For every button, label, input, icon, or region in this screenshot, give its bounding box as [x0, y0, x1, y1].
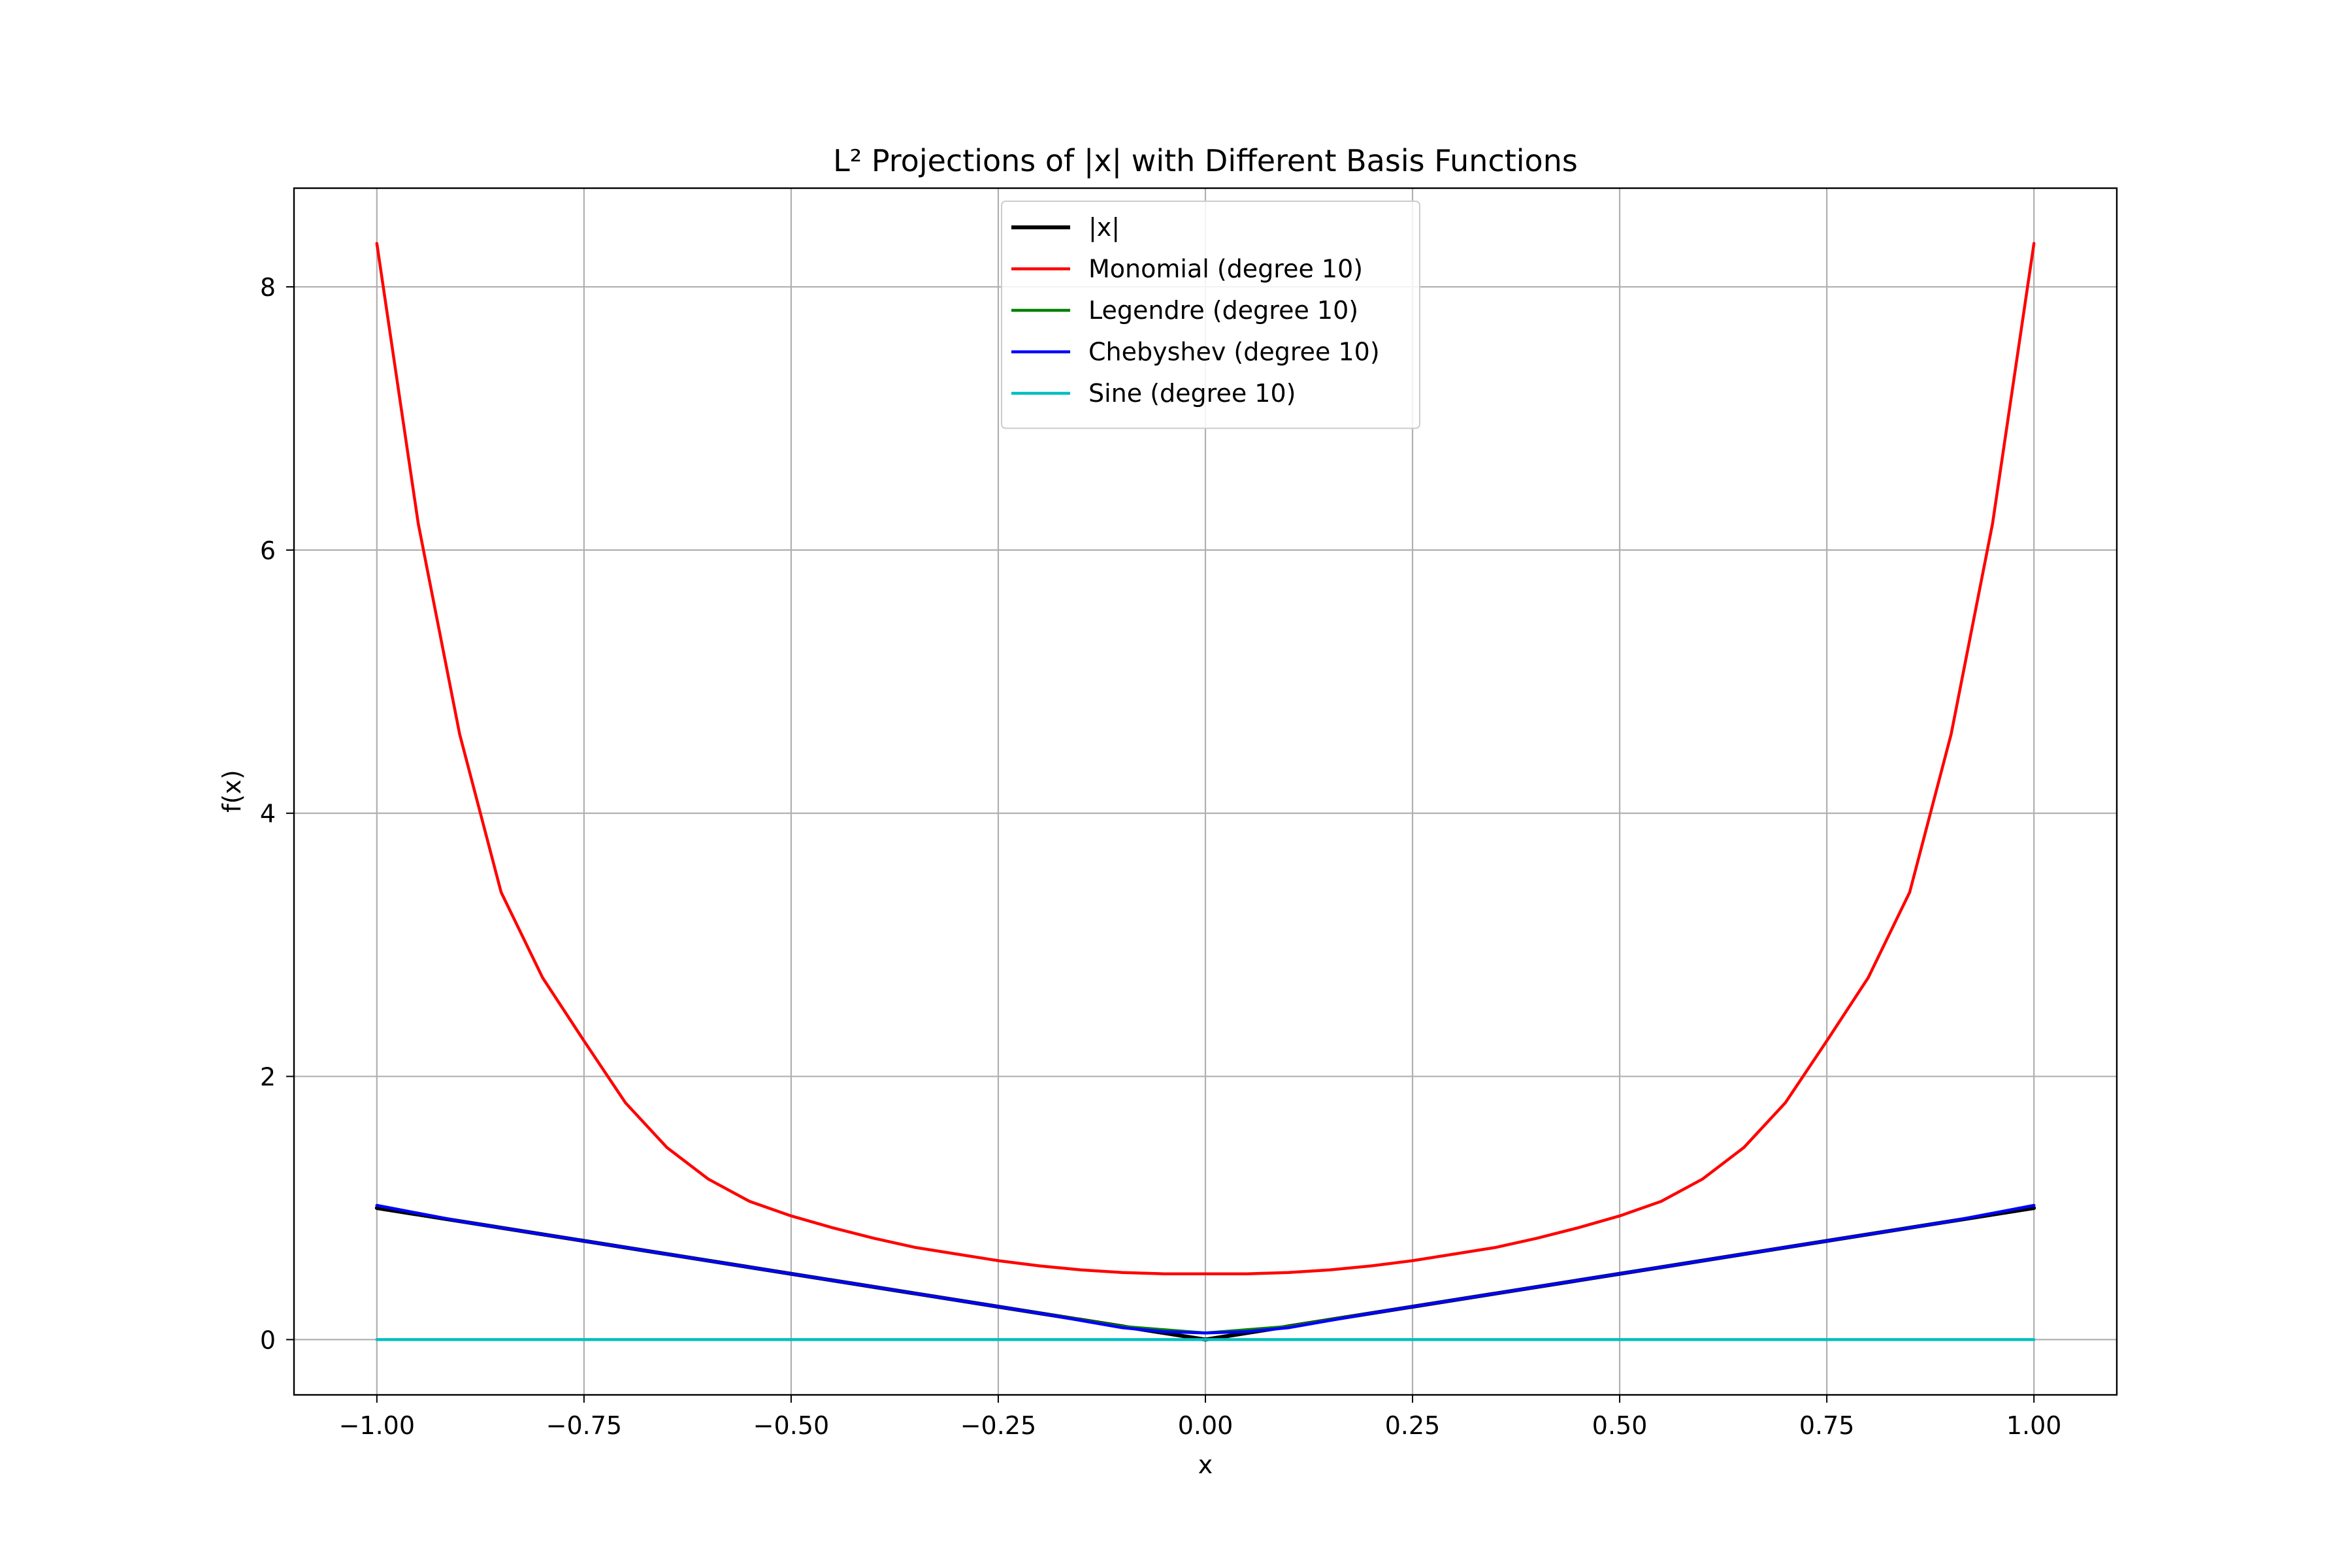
ticks: −1.00 −0.75 −0.50 −0.25 0.00 0.25 0.50 0.75 1.00…: [260, 273, 2062, 1440]
legend: |x| Monomial (degree 10) Legendre (degree …: [1001, 201, 1420, 429]
x-tick-label: 0.50: [1592, 1411, 1648, 1440]
x-tick-label: 0.25: [1385, 1411, 1441, 1440]
x-axis-label: x: [1198, 1450, 1213, 1479]
y-tick-label: 2: [260, 1063, 276, 1092]
legend-box: [1001, 201, 1420, 429]
x-tick-label: 0.75: [1799, 1411, 1855, 1440]
legend-label-legendre-degree-10: Legendre (degree 10): [1088, 296, 1358, 325]
legend-label-monomial-degree-10: Monomial (degree 10): [1088, 255, 1363, 284]
y-tick-label: 6: [260, 536, 276, 565]
plot-lines: [374, 242, 2036, 1342]
legend-label-x: |x|: [1088, 213, 1120, 242]
x-tick-label: 0.00: [1178, 1411, 1233, 1440]
series-line-chebyshev-degree-10: [375, 1203, 2036, 1335]
legend-label-chebyshev-degree-10: Chebyshev (degree 10): [1088, 338, 1380, 367]
x-tick-label: −0.75: [546, 1411, 622, 1440]
series-line-monomial-degree-10: [375, 242, 2036, 1275]
chart-title: L² Projections of |x| with Different Bas…: [833, 143, 1578, 179]
x-tick-label: −0.25: [960, 1411, 1036, 1440]
x-tick-label: 1.00: [2006, 1411, 2062, 1440]
y-tick-label: 8: [260, 273, 276, 302]
x-tick-label: −0.50: [753, 1411, 829, 1440]
y-axis-label: f(x): [218, 770, 246, 813]
y-tick-label: 4: [260, 800, 276, 828]
legend-label-sine-degree-10: Sine (degree 10): [1088, 379, 1296, 408]
y-tick-label: 0: [260, 1326, 276, 1354]
x-tick-label: −1.00: [339, 1411, 415, 1440]
